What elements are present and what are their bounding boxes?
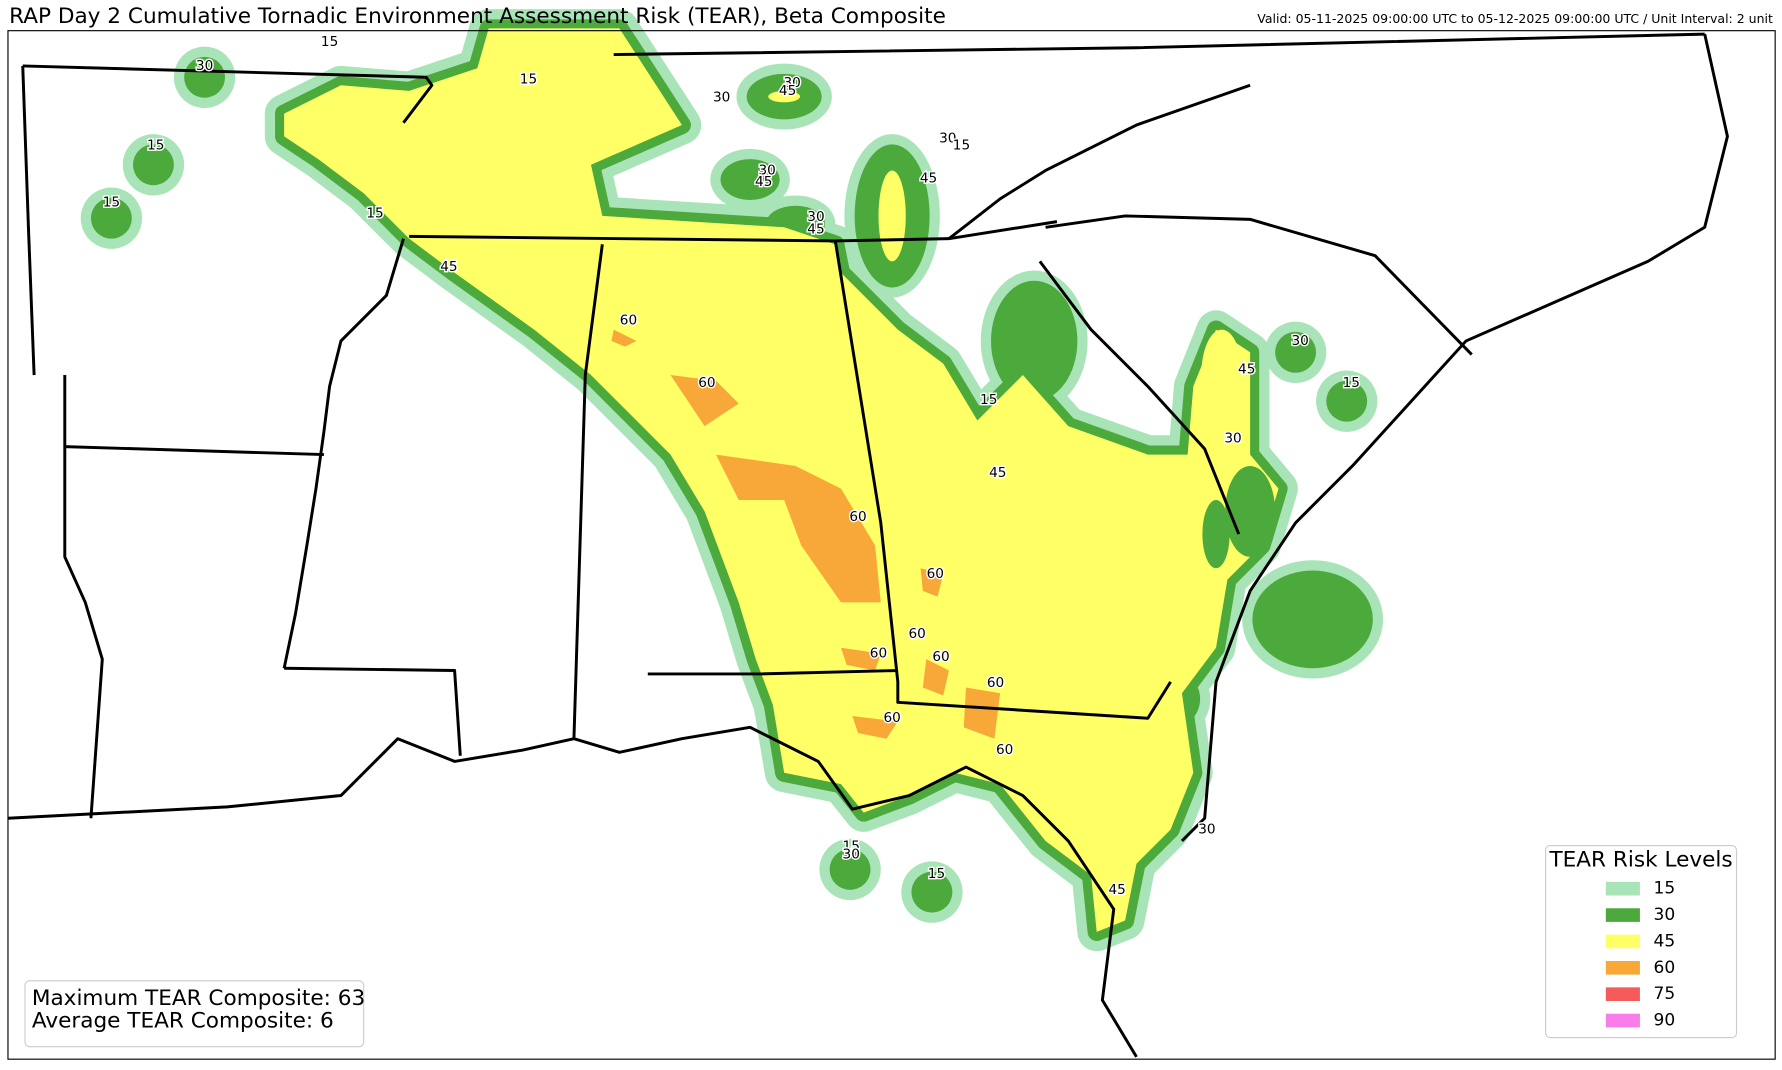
risk-island xyxy=(1326,380,1368,422)
risk-60 xyxy=(922,659,949,696)
risk-island xyxy=(1252,570,1373,669)
risk-areas xyxy=(80,9,1384,952)
valid-time: Valid: 05-11-2025 09:00:00 UTC to 05-12-… xyxy=(1257,11,1773,26)
contour-label: 30 xyxy=(807,209,824,225)
contour-label: 45 xyxy=(807,222,824,238)
legend-swatch xyxy=(1605,881,1640,896)
contour-label: 30 xyxy=(1291,333,1308,349)
legend-swatch xyxy=(1605,987,1640,1001)
risk-60 xyxy=(670,375,739,427)
risk-30 xyxy=(1013,301,1055,381)
risk-core xyxy=(768,90,801,103)
risk-60 xyxy=(920,568,944,597)
risk-island xyxy=(184,56,226,98)
contour-label: 15 xyxy=(366,206,383,222)
legend-label: 15 xyxy=(1654,879,1676,899)
map-frame xyxy=(7,30,1776,1060)
stats-box xyxy=(24,980,365,1048)
stat-max: Maximum TEAR Composite: 63 xyxy=(32,986,365,1011)
risk-core xyxy=(1201,329,1243,421)
contour-labels: 3015153030451515154560603015453045304515… xyxy=(101,33,1361,900)
legend-label: 90 xyxy=(1654,1011,1676,1031)
risk-60 xyxy=(963,687,1001,739)
contour-label: 45 xyxy=(1238,361,1255,377)
contour-label: 45 xyxy=(1108,882,1125,898)
state-borders xyxy=(7,32,1729,1058)
contour-label: 15 xyxy=(1343,375,1360,391)
contour-label: 15 xyxy=(953,137,970,153)
legend-items: 15 30 45 60 75 90 xyxy=(1605,879,1676,1031)
contour-label: 60 xyxy=(987,675,1004,691)
risk-island xyxy=(911,871,953,913)
contour-label: 60 xyxy=(883,710,900,726)
risk-core xyxy=(878,170,906,262)
contour-label: 15 xyxy=(980,392,997,408)
contour-label: 15 xyxy=(928,866,945,882)
legend-label: 60 xyxy=(1654,958,1676,978)
risk-island xyxy=(132,144,174,186)
contour-label: 15 xyxy=(103,194,120,210)
contour-label: 60 xyxy=(849,509,866,525)
contour-label: 30 xyxy=(843,847,860,863)
contour-label: 15 xyxy=(843,839,860,855)
contour-label: 15 xyxy=(321,34,338,50)
title: RAP Day 2 Cumulative Tornadic Environmen… xyxy=(9,4,946,29)
risk-30 xyxy=(1225,465,1276,557)
legend-label: 75 xyxy=(1654,984,1676,1004)
contour-label: 15 xyxy=(520,72,537,88)
legend-box xyxy=(1545,844,1738,1039)
contour-label: 30 xyxy=(758,162,775,178)
contour-label: 60 xyxy=(698,375,715,391)
contour-label: 60 xyxy=(927,566,944,582)
risk-island xyxy=(1275,331,1317,373)
contour-label: 30 xyxy=(783,75,800,91)
legend-swatch xyxy=(1605,934,1640,949)
risk-island xyxy=(829,848,871,890)
legend-title: TEAR Risk Levels xyxy=(1548,847,1732,872)
contour-label: 45 xyxy=(779,83,796,99)
stat-avg: Average TEAR Composite: 6 xyxy=(32,1009,334,1034)
contour-label: 30 xyxy=(713,90,730,106)
legend-swatch xyxy=(1605,960,1640,975)
risk-30 xyxy=(1202,500,1230,569)
contour-label: 30 xyxy=(1198,822,1215,838)
legend-label: 45 xyxy=(1654,931,1676,951)
risk-60 xyxy=(715,454,881,603)
risk-island xyxy=(720,159,780,201)
contour-label: 60 xyxy=(620,312,637,328)
legend-swatch xyxy=(1605,1013,1640,1028)
contour-label: 60 xyxy=(996,742,1013,758)
contour-label: 45 xyxy=(755,174,772,190)
contour-label: 30 xyxy=(939,131,956,147)
risk-60 xyxy=(840,647,881,671)
contour-label: 30 xyxy=(196,58,213,74)
risk-60 xyxy=(852,715,898,739)
legend-label: 30 xyxy=(1654,905,1676,925)
contour-label: 60 xyxy=(932,649,949,665)
risk-island xyxy=(90,197,132,239)
contour-label: 45 xyxy=(989,465,1006,481)
contour-label: 45 xyxy=(440,259,457,275)
legend-swatch xyxy=(1605,908,1640,922)
contour-label: 30 xyxy=(1224,431,1241,447)
contour-label: 45 xyxy=(920,170,937,186)
contour-label: 60 xyxy=(908,626,925,642)
contour-label: 60 xyxy=(870,645,887,661)
contour-label: 15 xyxy=(147,137,164,153)
risk-60 xyxy=(611,329,637,347)
